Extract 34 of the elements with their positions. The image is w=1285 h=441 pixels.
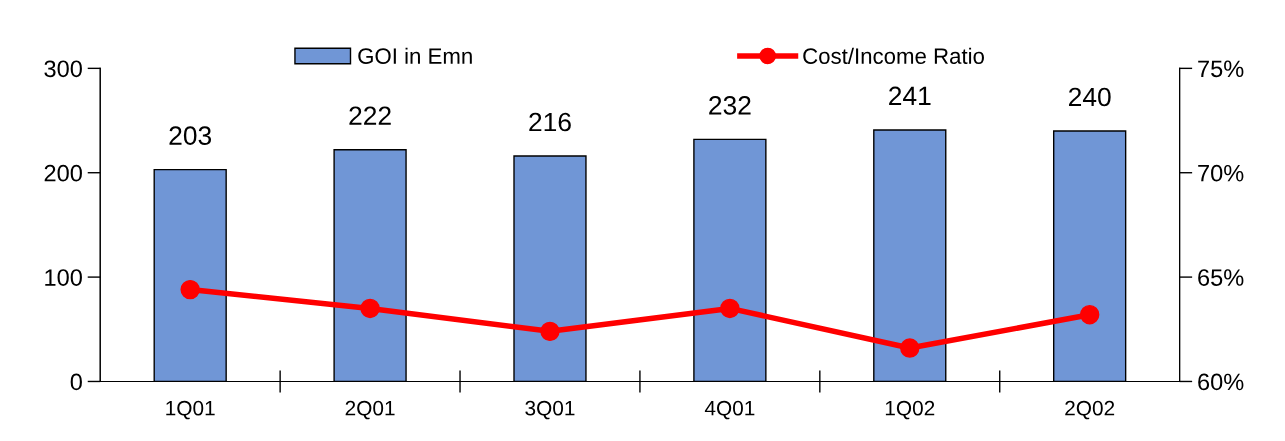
data-label: 232 [709, 95, 751, 115]
legend-label: Cost/Income Ratio [803, 47, 984, 64]
x-tick-label: 3Q01 [525, 400, 575, 420]
y-tick-label: 300 [44, 60, 82, 78]
y-tick-label: 100 [45, 269, 82, 286]
data-label: 241 [889, 86, 931, 106]
y2-tick-label: 60% [1198, 373, 1244, 391]
bar [693, 138, 767, 382]
x-tick-label: 1Q02 [885, 400, 935, 420]
bar [873, 129, 947, 382]
point [180, 279, 200, 300]
point [720, 298, 740, 319]
data-label: 216 [529, 112, 571, 132]
y-tick-label: 0 [70, 373, 82, 391]
y2-tick-label: 65% [1198, 269, 1244, 286]
x-tick-label: 2Q01 [345, 400, 395, 420]
point [540, 321, 560, 342]
point [900, 338, 920, 358]
legend-label: GOI in Emn [358, 47, 472, 64]
x-tick-label: 2Q02 [1065, 400, 1115, 420]
bar [153, 168, 227, 382]
bar [513, 155, 587, 382]
data-label: 222 [349, 106, 391, 125]
y2-tick-label: 70% [1198, 164, 1244, 182]
x-tick-label: 4Q01 [704, 400, 755, 420]
point [360, 298, 380, 319]
data-label: 203 [169, 126, 212, 145]
y-tick-label: 200 [44, 164, 82, 182]
bar [333, 149, 407, 382]
bar [1053, 130, 1127, 382]
data-label: 240 [1069, 87, 1111, 107]
y2-tick-label: 75% [1198, 60, 1244, 78]
x-tick-label: 1Q01 [166, 400, 215, 420]
point [1079, 304, 1100, 325]
